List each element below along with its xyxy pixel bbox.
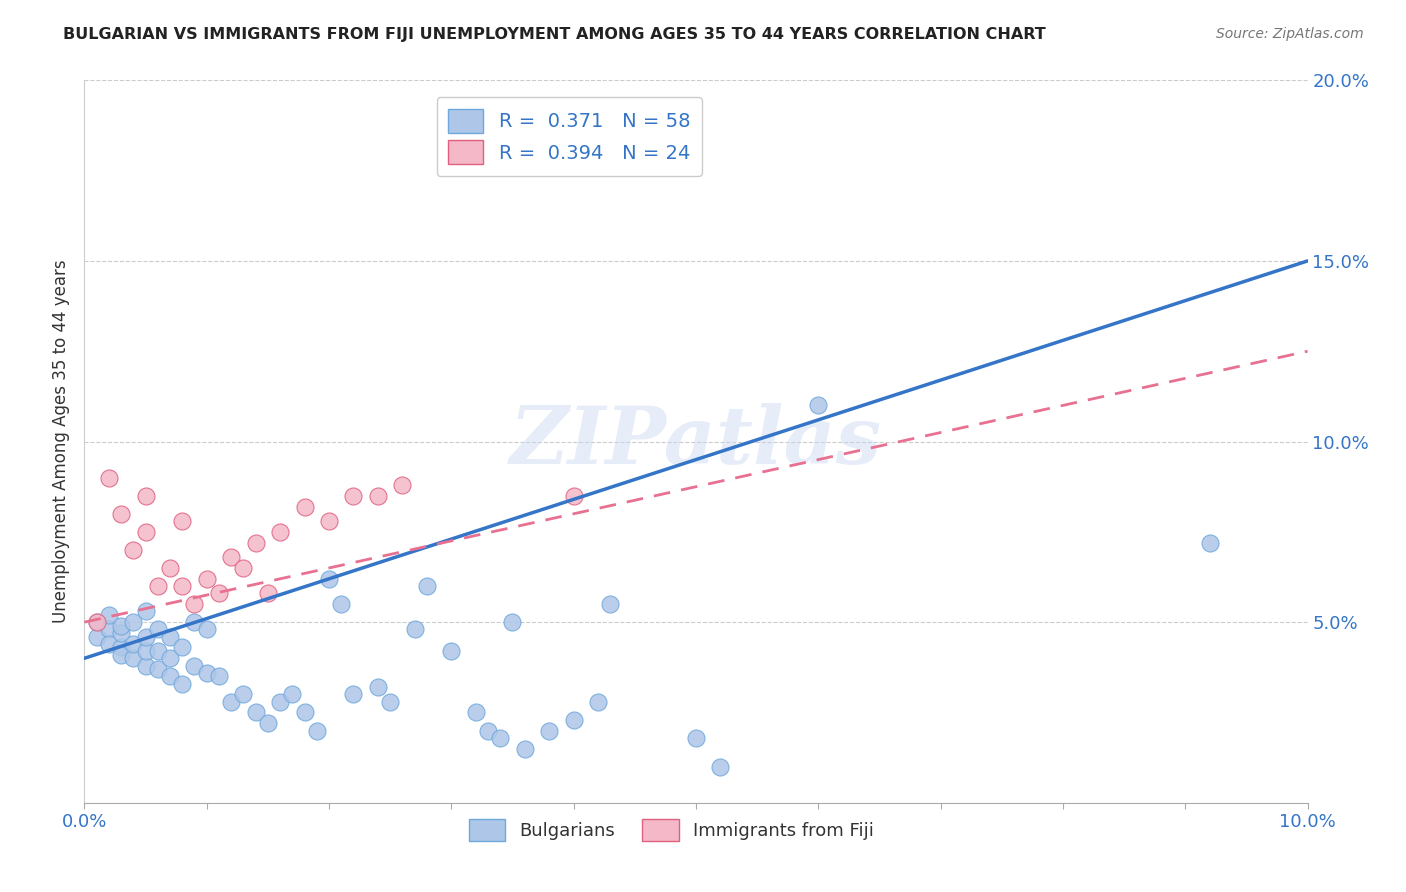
Point — [294, 706, 316, 720]
Point — [305, 723, 328, 738]
Point — [380, 695, 402, 709]
Point — [195, 572, 218, 586]
Point — [172, 676, 194, 690]
Point — [219, 695, 242, 709]
Point — [135, 658, 157, 673]
Point — [135, 630, 157, 644]
Point — [562, 489, 585, 503]
Point — [122, 637, 145, 651]
Point — [135, 644, 157, 658]
Point — [367, 489, 389, 503]
Text: BULGARIAN VS IMMIGRANTS FROM FIJI UNEMPLOYMENT AMONG AGES 35 TO 44 YEARS CORRELA: BULGARIAN VS IMMIGRANTS FROM FIJI UNEMPL… — [63, 27, 1046, 42]
Point — [342, 687, 364, 701]
Point — [440, 644, 463, 658]
Point — [219, 550, 242, 565]
Point — [122, 651, 145, 665]
Point — [159, 669, 181, 683]
Point — [122, 615, 145, 630]
Point — [257, 716, 280, 731]
Point — [807, 398, 830, 412]
Point — [685, 731, 707, 745]
Point — [538, 723, 561, 738]
Y-axis label: Unemployment Among Ages 35 to 44 years: Unemployment Among Ages 35 to 44 years — [52, 260, 70, 624]
Point — [135, 604, 157, 618]
Point — [562, 713, 585, 727]
Point — [232, 561, 254, 575]
Point — [86, 630, 108, 644]
Point — [86, 615, 108, 630]
Point — [367, 680, 389, 694]
Point — [146, 662, 169, 676]
Point — [159, 651, 181, 665]
Point — [97, 637, 120, 651]
Point — [318, 514, 340, 528]
Point — [183, 597, 205, 611]
Point — [97, 471, 120, 485]
Point — [404, 623, 426, 637]
Point — [146, 579, 169, 593]
Point — [97, 623, 120, 637]
Point — [183, 658, 205, 673]
Point — [122, 542, 145, 557]
Point — [172, 514, 194, 528]
Point — [195, 623, 218, 637]
Point — [599, 597, 621, 611]
Point — [330, 597, 353, 611]
Point — [464, 706, 486, 720]
Point — [1198, 535, 1220, 549]
Point — [586, 695, 609, 709]
Point — [159, 561, 181, 575]
Point — [294, 500, 316, 514]
Point — [391, 478, 413, 492]
Text: Source: ZipAtlas.com: Source: ZipAtlas.com — [1216, 27, 1364, 41]
Point — [513, 741, 536, 756]
Point — [146, 644, 169, 658]
Point — [159, 630, 181, 644]
Legend: Bulgarians, Immigrants from Fiji: Bulgarians, Immigrants from Fiji — [463, 812, 882, 848]
Point — [135, 524, 157, 539]
Point — [97, 607, 120, 622]
Point — [257, 586, 280, 600]
Point — [318, 572, 340, 586]
Point — [342, 489, 364, 503]
Point — [245, 535, 267, 549]
Point — [208, 586, 231, 600]
Point — [416, 579, 439, 593]
Point — [110, 507, 132, 521]
Point — [183, 615, 205, 630]
Point — [208, 669, 231, 683]
Point — [135, 489, 157, 503]
Point — [172, 579, 194, 593]
Point — [86, 615, 108, 630]
Point — [172, 640, 194, 655]
Point — [269, 695, 291, 709]
Point — [489, 731, 512, 745]
Point — [146, 623, 169, 637]
Point — [110, 648, 132, 662]
Point — [477, 723, 499, 738]
Text: ZIPatlas: ZIPatlas — [510, 403, 882, 480]
Point — [195, 665, 218, 680]
Point — [110, 619, 132, 633]
Point — [281, 687, 304, 701]
Point — [502, 615, 524, 630]
Point — [110, 626, 132, 640]
Point — [709, 760, 731, 774]
Point — [232, 687, 254, 701]
Point — [245, 706, 267, 720]
Point — [269, 524, 291, 539]
Point — [110, 640, 132, 655]
